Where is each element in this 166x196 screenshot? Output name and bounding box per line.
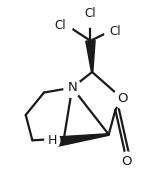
- Circle shape: [45, 132, 60, 149]
- Text: Cl: Cl: [55, 19, 66, 32]
- Circle shape: [105, 18, 126, 44]
- Polygon shape: [52, 134, 109, 147]
- Text: N: N: [67, 81, 77, 94]
- Circle shape: [119, 152, 135, 172]
- Text: O: O: [122, 155, 132, 168]
- Circle shape: [114, 89, 130, 108]
- Text: O: O: [117, 92, 127, 105]
- Polygon shape: [86, 40, 95, 72]
- Text: Cl: Cl: [110, 24, 121, 37]
- Circle shape: [49, 12, 72, 39]
- Text: H: H: [48, 134, 57, 147]
- Circle shape: [64, 78, 81, 97]
- Text: Cl: Cl: [85, 7, 96, 20]
- Circle shape: [79, 0, 102, 27]
